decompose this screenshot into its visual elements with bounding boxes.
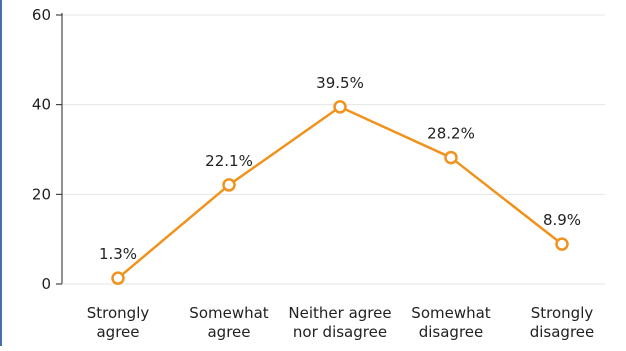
y-tick-label: 40 [32, 96, 51, 114]
x-category-label: nor disagree [293, 323, 387, 341]
grid-lines [62, 14, 605, 195]
axes [56, 13, 605, 285]
series-line [117, 105, 563, 280]
data-point[interactable] [333, 100, 347, 114]
x-category-label: disagree [530, 323, 595, 341]
x-category-label: Neither agree [288, 304, 391, 322]
y-tick-label: 60 [32, 6, 51, 24]
x-category-label: Somewhat [189, 304, 269, 322]
data-label: 8.9% [543, 211, 581, 229]
y-tick-label: 20 [32, 185, 51, 203]
series [111, 100, 569, 285]
y-tick-labels: 0 20 40 60 [32, 6, 51, 293]
data-label: 28.2% [427, 125, 475, 143]
x-category-label: Strongly [87, 304, 150, 322]
x-category-label: Somewhat [411, 304, 491, 322]
x-category-label: agree [207, 323, 250, 341]
data-label: 22.1% [205, 152, 253, 170]
data-point[interactable] [555, 237, 569, 251]
x-category-label: Strongly [531, 304, 594, 322]
data-point[interactable] [222, 178, 236, 192]
data-point[interactable] [444, 150, 458, 165]
data-point[interactable] [111, 271, 125, 285]
data-labels: 1.3% 22.1% 39.5% 28.2% 8.9% [99, 74, 581, 263]
data-label: 1.3% [99, 245, 137, 263]
data-label: 39.5% [316, 74, 364, 92]
x-category-label: disagree [419, 323, 484, 341]
x-category-label: agree [96, 323, 139, 341]
y-tick-label: 0 [41, 275, 51, 293]
